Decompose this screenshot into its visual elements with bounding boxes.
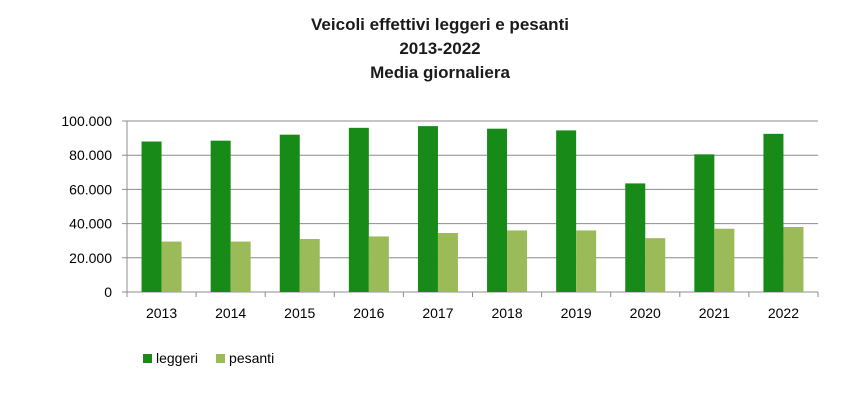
chart-title-line-2: 2013-2022: [399, 39, 481, 58]
y-tick-label: 40.000: [69, 216, 112, 232]
x-tick-label-2021: 2021: [699, 305, 730, 321]
bar-leggeri-2020: [625, 183, 646, 292]
bar-pesanti-2013: [161, 241, 182, 292]
bar-pesanti-2021: [714, 228, 735, 292]
bar-pesanti-2018: [507, 230, 528, 292]
bar-leggeri-2013: [141, 141, 162, 292]
y-tick-label: 80.000: [69, 147, 112, 163]
x-tick-label-2019: 2019: [561, 305, 592, 321]
bar-leggeri-2021: [694, 154, 715, 292]
bar-pesanti-2016: [368, 236, 389, 292]
bar-pesanti-2020: [645, 238, 666, 292]
bar-leggeri-2015: [279, 134, 300, 292]
x-tick-label-2015: 2015: [284, 305, 315, 321]
legend-item-pesanti: pesanti: [216, 350, 274, 366]
bar-leggeri-2014: [210, 140, 231, 292]
x-tick-label-2022: 2022: [768, 305, 799, 321]
chart-title-line-3: Media giornaliera: [370, 63, 510, 82]
bar-pesanti-2022: [783, 227, 804, 292]
y-tick-label: 20.000: [69, 250, 112, 266]
legend-swatch-leggeri: [143, 353, 152, 363]
bar-pesanti-2014: [230, 241, 251, 292]
x-tick-label-2016: 2016: [353, 305, 384, 321]
y-tick-label: 100.000: [61, 113, 112, 129]
x-tick-label-2020: 2020: [630, 305, 661, 321]
y-tick-label: 60.000: [69, 181, 112, 197]
legend-label-leggeri: leggeri: [156, 350, 199, 366]
legend-swatch-pesanti: [216, 353, 226, 363]
legend-item-leggeri: leggeri: [143, 350, 198, 366]
bar-leggeri-2016: [348, 127, 369, 292]
y-tick-label: 0: [104, 284, 112, 300]
bar-leggeri-2019: [556, 130, 577, 292]
bar-leggeri-2017: [417, 126, 438, 292]
x-tick-label-2014: 2014: [215, 305, 246, 321]
bar-pesanti-2017: [437, 233, 458, 292]
chart-legend: leggeri pesanti: [143, 350, 292, 366]
x-tick-label-2018: 2018: [491, 305, 522, 321]
bar-leggeri-2018: [487, 128, 508, 292]
x-tick-label-2013: 2013: [146, 305, 177, 321]
bar-pesanti-2015: [299, 238, 320, 292]
chart-title: Veicoli effettivi leggeri e pesanti 2013…: [0, 13, 853, 85]
x-tick-label-2017: 2017: [422, 305, 453, 321]
bar-leggeri-2022: [763, 133, 784, 292]
bar-pesanti-2019: [576, 230, 597, 292]
legend-label-pesanti: pesanti: [229, 350, 275, 366]
chart-title-line-1: Veicoli effettivi leggeri e pesanti: [311, 15, 569, 34]
